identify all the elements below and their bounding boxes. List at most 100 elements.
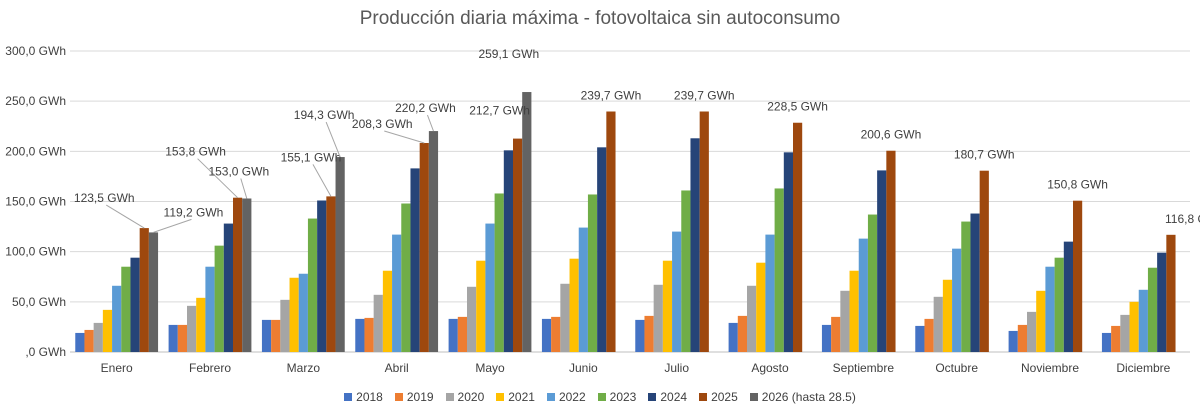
data-label: 212,7 GWh <box>469 104 530 118</box>
bar-2025-agosto <box>793 122 803 352</box>
bar-2019-agosto <box>737 315 747 352</box>
y-tick-label: 50,0 GWh <box>12 295 66 309</box>
x-tick-label: Diciembre <box>1116 361 1170 375</box>
legend-label: 2021 <box>508 390 535 404</box>
data-label-leader <box>197 158 238 199</box>
bar-2026-abril <box>428 131 439 352</box>
x-tick-label: Abril <box>385 361 409 375</box>
data-label: 200,6 GWh <box>861 128 922 142</box>
y-tick-label: 150,0 GWh <box>5 195 66 209</box>
legend-item: 2026 (hasta 28.5) <box>749 390 856 404</box>
bar-2022-septiembre <box>858 238 868 352</box>
bar-2026-mayo <box>522 92 532 353</box>
bar-2024-agosto <box>783 152 793 352</box>
legend-swatch <box>546 393 555 401</box>
legend-item: 2022 <box>546 390 586 404</box>
x-tick-label: Junio <box>569 361 598 375</box>
bar-2020-agosto <box>747 285 757 352</box>
bar-2024-julio <box>690 138 700 352</box>
bar-2021-septiembre <box>849 270 859 352</box>
legend-label: 2018 <box>356 390 383 404</box>
bar-2024-junio <box>597 147 607 352</box>
legend-label: 2020 <box>457 390 485 404</box>
bar-2022-junio <box>578 227 588 352</box>
legend-item: 2023 <box>597 390 636 404</box>
bar-2024-diciembre <box>1157 252 1167 352</box>
data-label-leader <box>153 218 192 233</box>
bar-2023-agosto <box>774 188 784 352</box>
x-tick-label: Octubre <box>935 361 978 375</box>
legend-swatch <box>344 393 353 401</box>
legend-swatch <box>699 393 708 401</box>
data-label-leader <box>325 121 341 158</box>
y-tick-label: 300,0 GWh <box>5 44 66 58</box>
data-label: 208,3 GWh <box>352 117 413 131</box>
y-tick-label: 250,0 GWh <box>5 94 66 108</box>
data-label: 150,8 GWh <box>1047 178 1108 192</box>
bar-2025-diciembre <box>1166 234 1176 352</box>
data-label: 153,0 GWh <box>208 164 269 178</box>
data-label: 116,8 GWh <box>1165 212 1200 226</box>
bar-2024-septiembre <box>877 170 887 352</box>
x-tick-label: Noviembre <box>1021 361 1079 375</box>
data-label: 155,1 GWh <box>281 150 342 164</box>
bar-2019-abril <box>364 317 374 352</box>
x-tick-label: Agosto <box>751 361 789 375</box>
bar-2026-enero <box>148 232 159 352</box>
legend-swatch <box>597 393 606 401</box>
bar-2022-marzo <box>298 273 308 352</box>
bar-2025-julio <box>699 111 709 352</box>
bar-2020-abril <box>373 294 383 352</box>
data-label-leader <box>106 204 145 229</box>
bar-2023-diciembre <box>1147 267 1158 352</box>
bar-2023-marzo <box>307 218 318 352</box>
legend-label: 2024 <box>660 390 688 404</box>
legend-item: 2025 <box>699 390 738 404</box>
bar-2024-noviembre <box>1063 241 1073 352</box>
y-tick-label: ,0 GWh <box>25 345 66 359</box>
bar-2020-septiembre <box>840 290 850 352</box>
bar-2025-junio <box>606 111 616 352</box>
bar-2023-febrero <box>214 245 224 352</box>
legend-item: 2020 <box>445 390 485 404</box>
data-label-leader <box>240 178 248 199</box>
x-tick-label: Julio <box>664 361 689 375</box>
bar-2018-noviembre <box>1008 330 1018 352</box>
bar-2023-julio <box>681 190 691 352</box>
data-label: 194,3 GWh <box>294 108 355 122</box>
data-label-leader <box>426 114 434 132</box>
bar-2021-diciembre <box>1129 301 1139 352</box>
data-label-leader <box>384 130 425 144</box>
bar-2022-diciembre <box>1138 289 1148 352</box>
bar-2024-octubre <box>970 213 980 352</box>
x-tick-label: Febrero <box>189 361 231 375</box>
legend: 2018 2019 2020 2021 2022 2023 2024 2025 2026 (ha… <box>0 390 1200 404</box>
legend-swatch <box>749 393 758 401</box>
bar-2019-marzo <box>271 319 281 352</box>
bar-2019-julio <box>644 315 654 352</box>
bar-2021-abril <box>382 270 393 352</box>
legend-label: 2025 <box>711 390 738 404</box>
legend-swatch <box>445 393 454 401</box>
bar-2018-octubre <box>915 325 925 352</box>
data-label: 180,7 GWh <box>954 148 1015 162</box>
bar-2021-mayo <box>476 260 486 352</box>
x-tick-label: Marzo <box>287 361 321 375</box>
data-label: 239,7 GWh <box>581 89 642 103</box>
legend-label: 2026 (hasta 28.5) <box>761 390 856 404</box>
bar-2019-septiembre <box>831 316 841 352</box>
bar-2021-enero <box>102 309 113 352</box>
bar-2018-septiembre <box>821 324 832 352</box>
bar-2020-mayo <box>467 286 477 352</box>
bar-2018-enero <box>75 332 85 352</box>
bar-2021-julio <box>662 260 673 352</box>
bar-2020-junio <box>560 283 570 352</box>
y-tick-label: 100,0 GWh <box>5 245 66 259</box>
bar-2018-agosto <box>728 322 738 352</box>
bar-2023-octubre <box>961 221 971 352</box>
bar-2025-noviembre <box>1073 200 1083 352</box>
bar-2024-abril <box>410 168 420 352</box>
bar-2018-julio <box>635 319 645 352</box>
bar-2020-noviembre <box>1027 311 1037 352</box>
